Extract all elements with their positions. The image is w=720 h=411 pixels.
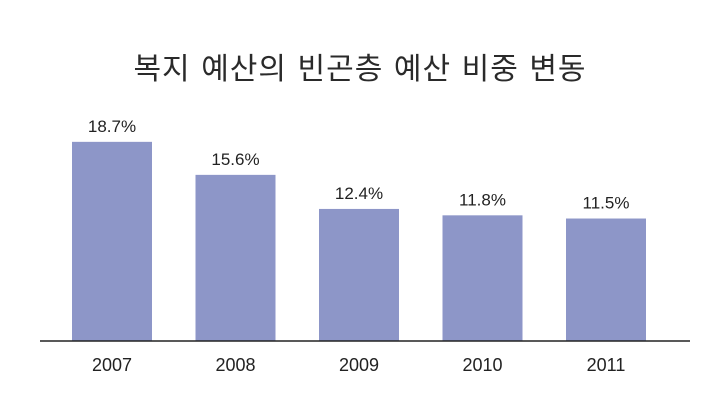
bar-2011: [566, 218, 646, 341]
value-label-2007: 18.7%: [88, 117, 136, 136]
value-label-2011: 11.5%: [583, 194, 630, 213]
chart-title: 복지 예산의 빈곤층 예산 비중 변동: [133, 52, 587, 87]
x-tick-label-2007: 2007: [92, 355, 132, 375]
bars-group: [72, 141, 646, 341]
value-label-2009: 12.4%: [335, 184, 383, 203]
bar-2009: [319, 208, 399, 341]
x-tick-label-2008: 2008: [215, 355, 255, 375]
bar-2007: [72, 141, 152, 341]
x-tick-label-2009: 2009: [339, 355, 379, 375]
value-label-2008: 15.6%: [211, 150, 259, 169]
x-tick-label-2011: 2011: [587, 355, 626, 375]
bar-2008: [195, 174, 276, 341]
x-tick-labels-group: 2007 2008 2009 2010 2011: [92, 355, 625, 375]
x-tick-label-2010: 2010: [462, 355, 502, 375]
value-labels-group: 18.7% 15.6% 12.4% 11.8% 11.5%: [88, 117, 630, 213]
value-label-2010: 11.8%: [459, 190, 506, 209]
bar-2010: [442, 215, 523, 341]
